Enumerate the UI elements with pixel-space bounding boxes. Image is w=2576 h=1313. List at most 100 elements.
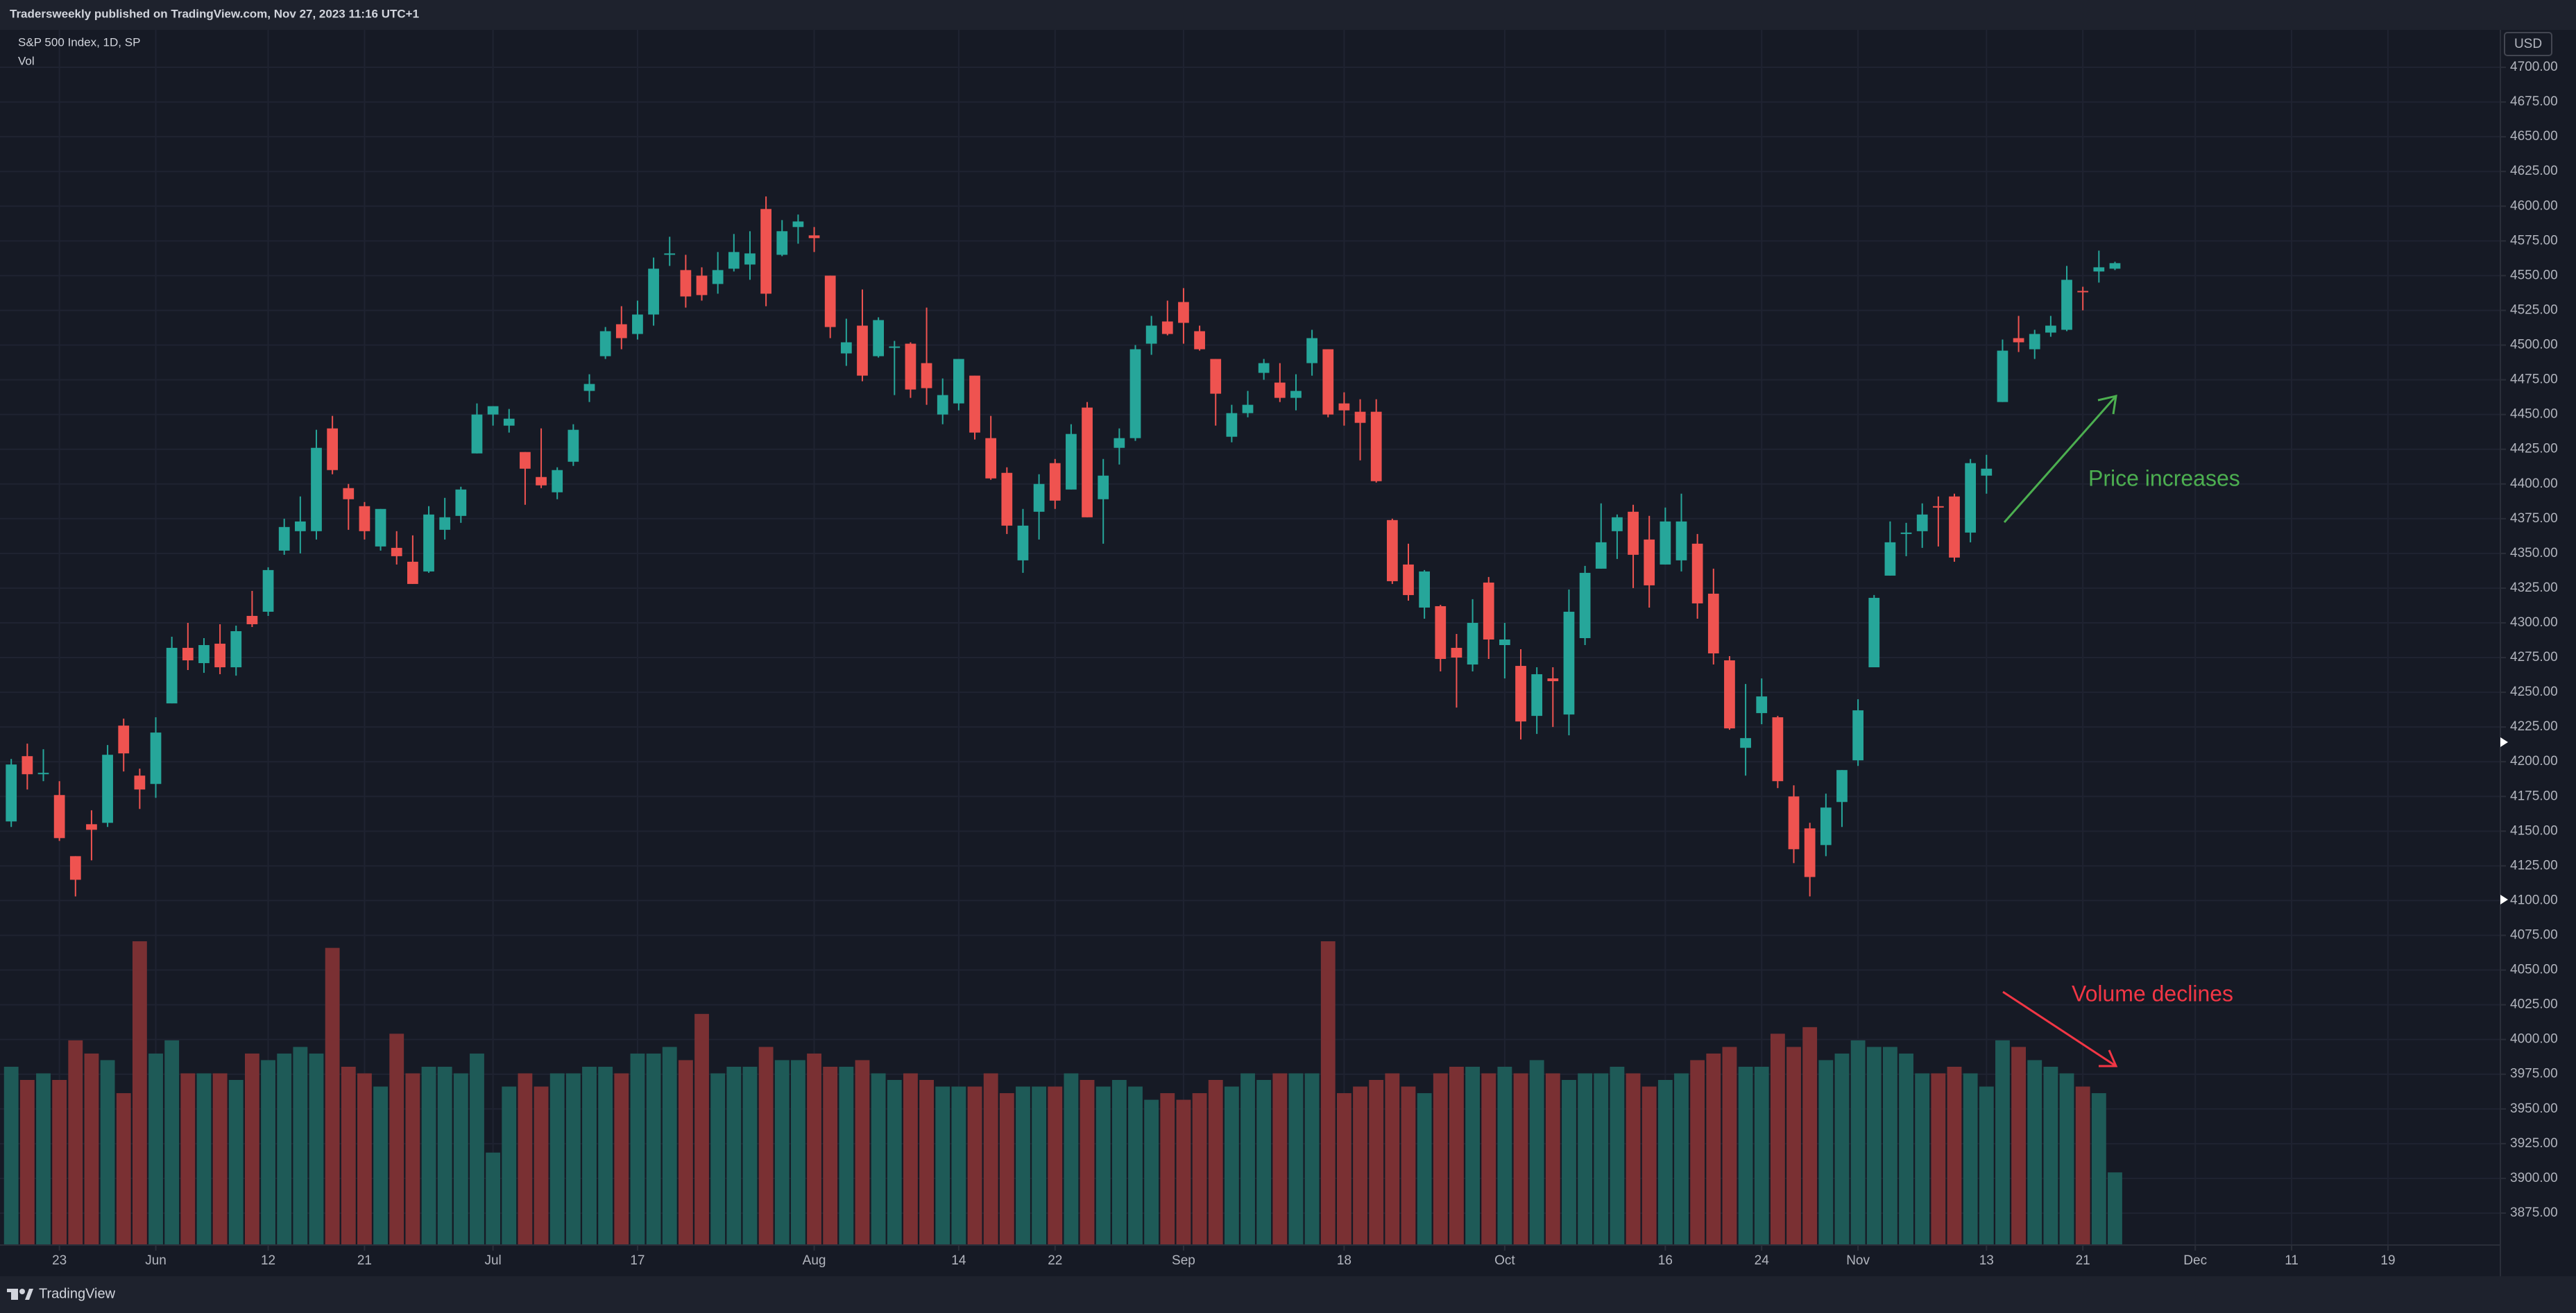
volume-bar — [502, 1086, 517, 1245]
candle-body — [134, 775, 146, 790]
candle-body — [1226, 413, 1238, 437]
volume-bar — [1931, 1073, 1946, 1245]
volume-bar — [1336, 1093, 1351, 1245]
currency-label: USD — [2514, 37, 2542, 51]
y-tick-label: 3875.00 — [2510, 1205, 2558, 1220]
x-tick-label: Oct — [1494, 1253, 1515, 1268]
candle-body — [262, 569, 274, 612]
volume-bar — [1369, 1080, 1384, 1245]
volume-bar — [373, 1086, 389, 1245]
candle-body — [1788, 796, 1800, 850]
volume-bar — [807, 1053, 821, 1245]
candle-body — [536, 477, 547, 486]
candle-body — [985, 438, 997, 479]
y-tick-label: 4250.00 — [2510, 685, 2558, 699]
volume-bar — [903, 1073, 918, 1245]
y-tick-label: 4075.00 — [2510, 928, 2558, 943]
volume-bar — [983, 1073, 998, 1245]
y-tick-label: 4150.00 — [2510, 823, 2558, 838]
candle-body — [1707, 593, 1719, 654]
volume-bar — [1995, 1040, 2010, 1245]
volume-bar — [1353, 1086, 1367, 1245]
candle-body — [1066, 434, 1077, 490]
price-pane — [6, 196, 2121, 897]
volume-bar — [1111, 1080, 1127, 1245]
currency-button[interactable] — [2504, 32, 2552, 56]
y-tick-label: 4575.00 — [2510, 233, 2558, 248]
candle-body — [1467, 622, 1478, 665]
y-tick-label: 4275.00 — [2510, 650, 2558, 664]
volume-bar — [421, 1066, 436, 1245]
x-tick-label: 11 — [2285, 1253, 2298, 1268]
volume-bar — [2043, 1066, 2058, 1245]
indicator-legend: Vol — [18, 54, 35, 67]
volume-bar — [871, 1073, 886, 1245]
candle-body — [86, 824, 97, 830]
candle-body — [1868, 597, 1880, 668]
y-tick-label: 4175.00 — [2510, 789, 2558, 803]
volume-bar — [919, 1080, 935, 1245]
candle-body — [921, 363, 932, 388]
x-tick-label: Jul — [484, 1253, 501, 1268]
axes: 3875.00 3900.00 3925.00 3950.00 3975.00 4000.… — [52, 60, 2558, 1268]
header-title: Tradersweekly published on TradingView.c… — [10, 7, 419, 20]
volume-bar — [180, 1073, 196, 1245]
volume-bar — [1882, 1047, 1897, 1245]
y-tick-label: 3975.00 — [2510, 1067, 2558, 1081]
volume-bar — [1802, 1027, 1818, 1245]
volume-bar — [1320, 941, 1336, 1245]
volume-bar — [614, 1073, 629, 1245]
volume-bar — [196, 1073, 212, 1245]
candle-body — [1451, 648, 1462, 658]
candle-body — [2013, 338, 2024, 343]
candle-body — [1997, 350, 2008, 402]
candle-body — [471, 414, 483, 454]
volume-bar — [935, 1086, 950, 1245]
candle-body — [1082, 407, 1093, 517]
volume-bar — [1304, 1073, 1320, 1245]
candle-body — [69, 856, 81, 880]
candle-body — [230, 630, 242, 668]
candle-body — [359, 506, 370, 531]
candle-body — [2077, 291, 2089, 293]
volume-bar — [1497, 1066, 1512, 1245]
y-tick-label: 4400.00 — [2510, 477, 2558, 491]
x-tick-label: 14 — [951, 1253, 966, 1268]
candle-body — [1242, 404, 1254, 413]
volume-bar — [1256, 1080, 1272, 1245]
volume-bar — [1834, 1053, 1850, 1245]
volume-bar — [887, 1080, 902, 1245]
volume-bar — [1176, 1099, 1191, 1245]
volume-bar — [582, 1066, 597, 1245]
volume-bar — [1690, 1060, 1705, 1245]
candle-body — [503, 418, 515, 426]
volume-pane — [3, 941, 2122, 1245]
candle-body — [728, 252, 740, 269]
candle-body — [840, 342, 852, 354]
volume-bar — [1657, 1080, 1673, 1245]
candle-body — [1161, 321, 1173, 334]
volume-bar — [470, 1053, 484, 1245]
x-tick-label: Dec — [2183, 1253, 2207, 1268]
candle-body — [1129, 349, 1141, 438]
volume-bar — [1641, 1086, 1657, 1245]
volume-bar — [164, 1040, 180, 1245]
y-tick-label: 4600.00 — [2510, 198, 2558, 213]
candle-body — [1644, 539, 1655, 585]
x-tick-label: 23 — [52, 1253, 67, 1268]
volume-bar — [774, 1060, 790, 1245]
volume-bar — [710, 1073, 726, 1245]
annotation-volume: Volume declines — [2072, 981, 2233, 1006]
candle-body — [487, 406, 499, 415]
candle-body — [1772, 717, 1784, 782]
volume-bar — [1192, 1093, 1207, 1245]
volume-bar — [630, 1053, 645, 1245]
volume-bar — [1272, 1073, 1288, 1245]
candle-body — [969, 375, 980, 433]
volume-bar — [437, 1066, 452, 1245]
candle-body — [439, 517, 451, 530]
candle-body — [198, 645, 210, 664]
volume-bar — [549, 1073, 565, 1245]
x-tick-label: Aug — [803, 1253, 826, 1268]
candle-body — [1724, 660, 1735, 729]
